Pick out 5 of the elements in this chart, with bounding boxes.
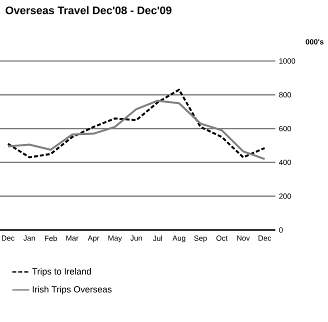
chart-title: Overseas Travel Dec'08 - Dec'09 (6, 6, 172, 14)
line-series (7, 88, 266, 158)
legend-label: Trips to Ireland (32, 268, 91, 276)
line-series (7, 100, 266, 160)
legend-label: Irish Trips Overseas (32, 286, 112, 294)
